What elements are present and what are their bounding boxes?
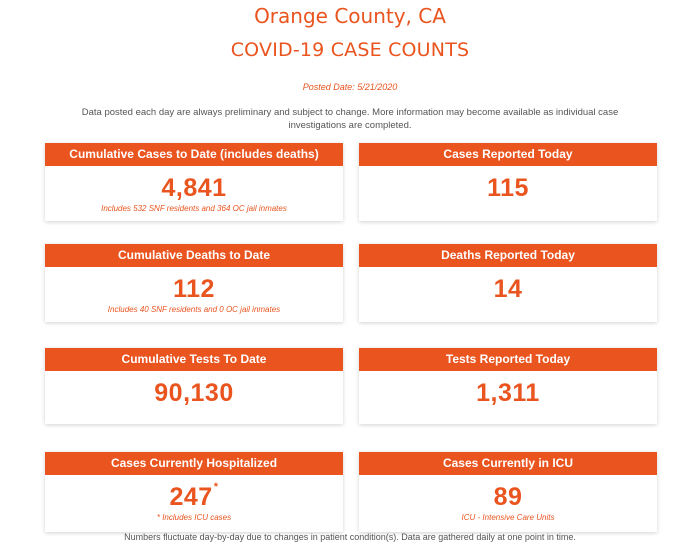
card-value: 1,311 <box>476 379 540 407</box>
card-tests-today: Tests Reported Today 1,311 <box>359 348 657 424</box>
county-title: Orange County, CA <box>254 4 446 28</box>
asterisk-mark: * <box>213 481 219 493</box>
page-title: COVID-19 CASE COUNTS <box>230 39 470 61</box>
card-note: * Includes ICU cases <box>156 513 232 522</box>
card-label: Tests Reported Today <box>359 348 657 371</box>
card-value: 14 <box>493 275 523 303</box>
card-value: 115 <box>487 174 529 202</box>
posted-date: Posted Date: 5/21/2020 <box>302 82 398 92</box>
card-label: Cumulative Tests To Date <box>45 348 343 371</box>
card-cumulative-tests: Cumulative Tests To Date 90,130 <box>45 348 343 424</box>
card-value-number: 247 <box>169 483 213 511</box>
card-note: Includes 40 SNF residents and 0 OC jail … <box>107 305 281 314</box>
card-deaths-today: Deaths Reported Today 14 <box>359 244 657 322</box>
disclaimer-text: Data posted each day are always prelimin… <box>81 107 619 131</box>
card-value: 90,130 <box>154 379 234 407</box>
card-label: Cumulative Cases to Date (includes death… <box>45 143 343 166</box>
card-label: Cases Currently Hospitalized <box>45 452 343 475</box>
card-cumulative-cases: Cumulative Cases to Date (includes death… <box>45 143 343 221</box>
card-label: Cases Currently in ICU <box>359 452 657 475</box>
card-value: 89 <box>493 483 523 511</box>
card-label: Cumulative Deaths to Date <box>45 244 343 267</box>
card-note: Includes 532 SNF residents and 364 OC ja… <box>101 204 287 213</box>
card-label: Cases Reported Today <box>359 143 657 166</box>
card-cases-today: Cases Reported Today 115 <box>359 143 657 221</box>
card-value: 4,841 <box>161 174 227 202</box>
card-value: 247* <box>45 481 343 512</box>
card-hospitalized: Cases Currently Hospitalized 247* * Incl… <box>45 452 343 532</box>
card-note: ICU - Intensive Care Units <box>461 513 555 522</box>
footer-note: Numbers fluctuate day-by-day due to chan… <box>124 532 576 542</box>
card-label: Deaths Reported Today <box>359 244 657 267</box>
card-icu: Cases Currently in ICU 89 ICU - Intensiv… <box>359 452 657 532</box>
card-value: 112 <box>173 275 215 303</box>
card-cumulative-deaths: Cumulative Deaths to Date 112 Includes 4… <box>45 244 343 322</box>
